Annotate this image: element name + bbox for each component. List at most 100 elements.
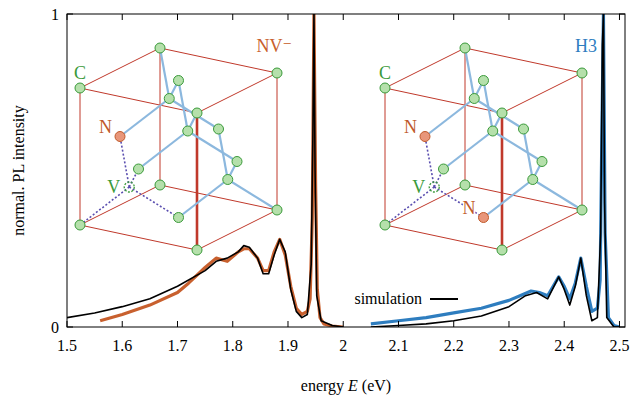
cube-edge xyxy=(465,48,582,73)
atom-label: N xyxy=(404,117,417,137)
bond xyxy=(425,99,474,137)
x-tick-label: 1.6 xyxy=(112,337,132,354)
cube-edge xyxy=(80,88,81,225)
bond xyxy=(228,180,277,211)
bond xyxy=(493,131,542,162)
cube-edge xyxy=(385,88,386,225)
cube-edge xyxy=(582,73,583,210)
y-tick xyxy=(67,14,73,15)
series-line xyxy=(67,14,619,327)
x-tick xyxy=(398,14,399,20)
legend-swatch xyxy=(430,298,458,300)
x-tick xyxy=(619,14,620,20)
cube-edge xyxy=(385,225,502,250)
x-tick xyxy=(287,321,288,327)
x-tick-label: 2.3 xyxy=(499,337,519,354)
carbon-atom xyxy=(469,94,479,104)
cube-edge xyxy=(80,48,160,88)
carbon-atom xyxy=(174,213,184,223)
carbon-atom xyxy=(155,180,165,190)
bond xyxy=(533,180,582,211)
cube-edge xyxy=(465,185,582,210)
carbon-atom xyxy=(192,108,202,118)
carbon-atom xyxy=(75,83,85,93)
nitrogen-atom xyxy=(115,132,125,142)
cube-edge xyxy=(501,113,504,250)
x-tick xyxy=(619,321,620,327)
cube-edge xyxy=(465,48,466,185)
carbon-atom xyxy=(75,220,85,230)
carbon-atom xyxy=(192,245,202,255)
x-tick xyxy=(122,321,123,327)
plot-area xyxy=(67,14,619,327)
carbon-atom xyxy=(497,108,507,118)
chart: CVNNV⁻CVNNH31.51.61.71.81.922.12.22.32.4… xyxy=(0,0,637,410)
x-tick-label: 2.1 xyxy=(388,337,408,354)
x-tick xyxy=(67,321,68,327)
inset xyxy=(380,43,587,255)
x-tick-label: 1.8 xyxy=(223,337,243,354)
bond xyxy=(169,99,218,130)
x-tick xyxy=(287,14,288,20)
bond xyxy=(474,99,523,130)
cube-edge xyxy=(277,73,278,210)
nitrogen-atom xyxy=(479,213,489,223)
x-tick xyxy=(343,14,344,20)
x-tick xyxy=(564,14,565,20)
carbon-atom xyxy=(479,76,489,86)
bond xyxy=(129,187,178,218)
x-axis-title-part: E xyxy=(344,377,358,394)
cube-edge xyxy=(196,113,199,250)
inset xyxy=(75,43,282,255)
carbon-atom xyxy=(460,180,470,190)
bond xyxy=(179,180,228,218)
x-tick-label: 2 xyxy=(339,337,347,354)
cube-edge xyxy=(160,185,277,210)
x-axis-title-part: (eV) xyxy=(358,377,391,395)
cube-edge xyxy=(502,210,582,250)
carbon-atom xyxy=(155,43,165,53)
carbon-atom xyxy=(223,175,233,185)
atom-label: C xyxy=(74,63,86,83)
x-tick xyxy=(453,321,454,327)
carbon-atom xyxy=(537,157,547,167)
vacancy xyxy=(429,182,439,192)
carbon-atom xyxy=(577,68,587,78)
carbon-atom xyxy=(497,245,507,255)
carbon-atom xyxy=(134,164,144,174)
x-tick xyxy=(564,321,565,327)
carbon-atom xyxy=(460,43,470,53)
carbon-atom xyxy=(528,175,538,185)
atom-label: V xyxy=(107,177,120,197)
cube-edge xyxy=(160,48,161,185)
cube-edge xyxy=(502,73,582,113)
atom-label: N xyxy=(463,198,476,218)
bond xyxy=(120,137,129,188)
x-axis-title-part: energy xyxy=(301,377,344,395)
bond xyxy=(160,48,169,99)
x-tick-label: 2.2 xyxy=(444,337,464,354)
bond xyxy=(120,99,169,137)
x-tick xyxy=(508,321,509,327)
carbon-atom xyxy=(164,94,174,104)
x-tick xyxy=(177,14,178,20)
carbon-atom xyxy=(488,126,498,136)
carbon-atom xyxy=(380,220,390,230)
bond xyxy=(484,180,533,218)
atom-label: C xyxy=(379,63,391,83)
cube-edge xyxy=(197,73,277,113)
frame xyxy=(67,14,625,327)
carbon-atom xyxy=(214,124,224,134)
cube-edge xyxy=(385,48,465,88)
x-tick xyxy=(343,321,344,327)
atom-label: V xyxy=(412,177,425,197)
series-line xyxy=(371,14,620,327)
y-tick xyxy=(619,327,625,328)
x-tick-label: 2.5 xyxy=(609,337,629,354)
bond xyxy=(188,131,237,162)
inset-title: NV⁻ xyxy=(257,36,293,56)
x-tick xyxy=(122,14,123,20)
background xyxy=(0,0,637,410)
inset-title: H3 xyxy=(575,36,597,56)
carbon-atom xyxy=(272,205,282,215)
